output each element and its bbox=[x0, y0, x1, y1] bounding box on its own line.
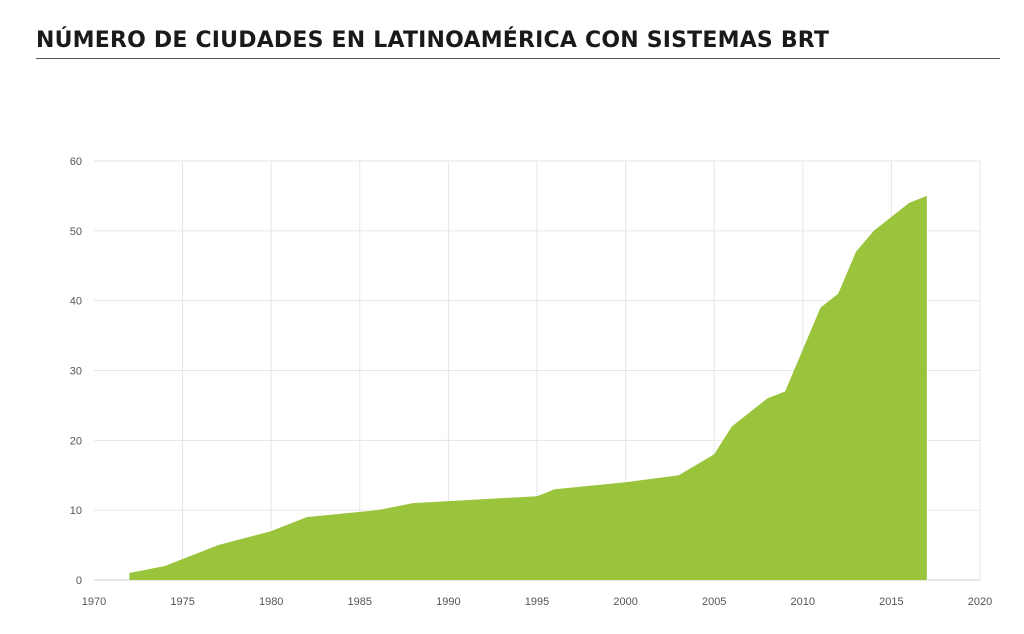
x-axis: 1970 1975 1980 1985 1990 1995 2000 2005 2010 2015… bbox=[82, 596, 992, 608]
area-series bbox=[128, 194, 928, 580]
data-point bbox=[872, 229, 875, 232]
data-point bbox=[270, 530, 273, 533]
x-tick-label: 2020 bbox=[968, 596, 992, 608]
x-tick-label: 2010 bbox=[791, 596, 815, 608]
data-point bbox=[553, 488, 556, 491]
data-point bbox=[163, 565, 166, 568]
y-tick-label: 60 bbox=[70, 156, 82, 168]
y-axis: 0 10 20 30 40 50 60 bbox=[70, 156, 82, 587]
x-tick-label: 2005 bbox=[702, 596, 726, 608]
data-point bbox=[128, 572, 131, 575]
data-point bbox=[908, 201, 911, 204]
data-point bbox=[376, 509, 379, 512]
data-point bbox=[819, 306, 822, 309]
data-point bbox=[890, 215, 893, 218]
area-fill bbox=[129, 195, 927, 580]
y-tick-label: 10 bbox=[70, 505, 82, 517]
chart-title: NÚMERO DE CIUDADES EN LATINOAMÉRICA CON … bbox=[36, 28, 830, 53]
data-point bbox=[713, 453, 716, 456]
x-tick-label: 1980 bbox=[259, 596, 283, 608]
data-point bbox=[784, 390, 787, 393]
data-point bbox=[217, 544, 220, 547]
title-divider bbox=[36, 58, 1000, 59]
data-point bbox=[411, 502, 414, 505]
data-point bbox=[837, 292, 840, 295]
x-tick-label: 2015 bbox=[879, 596, 903, 608]
data-point bbox=[305, 516, 308, 519]
x-tick-label: 1995 bbox=[525, 596, 549, 608]
x-tick-label: 1975 bbox=[170, 596, 194, 608]
data-point bbox=[624, 481, 627, 484]
data-point bbox=[730, 425, 733, 428]
y-tick-label: 40 bbox=[70, 296, 82, 308]
data-point bbox=[536, 495, 539, 498]
data-point bbox=[925, 194, 928, 197]
data-point bbox=[677, 474, 680, 477]
x-tick-label: 2000 bbox=[613, 596, 637, 608]
x-tick-label: 1990 bbox=[436, 596, 460, 608]
x-tick-label: 1985 bbox=[348, 596, 372, 608]
y-tick-label: 20 bbox=[70, 435, 82, 447]
y-tick-label: 0 bbox=[76, 575, 82, 587]
data-point bbox=[199, 551, 202, 554]
data-point bbox=[766, 397, 769, 400]
x-tick-label: 1970 bbox=[82, 596, 106, 608]
y-tick-label: 50 bbox=[70, 226, 82, 238]
y-tick-label: 30 bbox=[70, 366, 82, 378]
data-point bbox=[854, 250, 857, 253]
